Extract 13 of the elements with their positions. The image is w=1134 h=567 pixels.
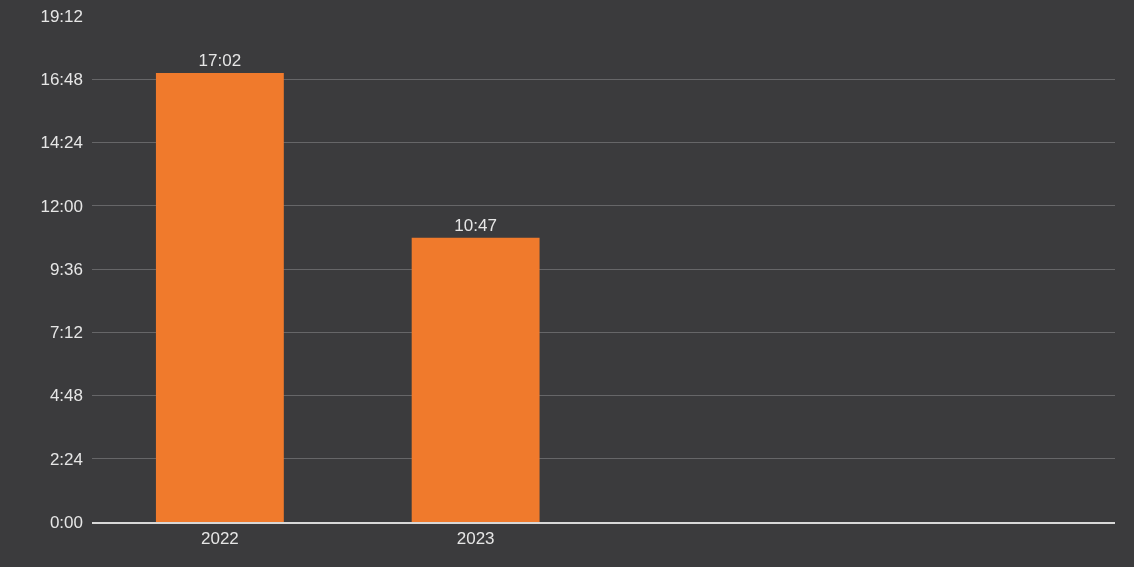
y-tick-label: 7:12 — [49, 323, 83, 343]
y-tick-label: 12:00 — [40, 196, 83, 216]
y-tick-label: 2:24 — [49, 449, 83, 469]
x-tick-label: 2023 — [456, 529, 495, 549]
y-tick-label: 19:12 — [40, 6, 83, 26]
x-tick-label: 2022 — [200, 529, 239, 549]
data-label: 17:02 — [198, 51, 242, 71]
y-tick-label: 4:48 — [49, 386, 83, 406]
y-tick-label: 16:48 — [40, 70, 83, 90]
y-tick-label: 14:24 — [40, 133, 83, 153]
y-tick-label: 9:36 — [49, 259, 83, 279]
y-tick-label: 0:00 — [49, 512, 83, 532]
data-label: 10:47 — [454, 215, 497, 235]
